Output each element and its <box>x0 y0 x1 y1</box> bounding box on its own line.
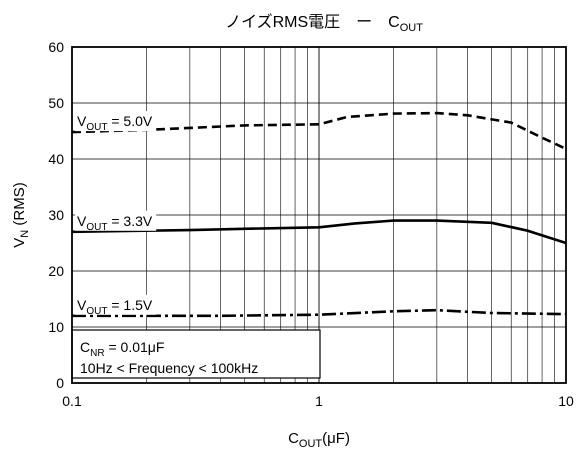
y-tick-label: 20 <box>48 263 64 279</box>
series-label-2: VOUT = 3.3V <box>75 210 157 233</box>
annotation-box <box>71 329 321 379</box>
y-tick-label: 10 <box>48 319 64 335</box>
series-label-bg <box>75 294 157 315</box>
series-label-text: VOUT = 3.3V <box>77 213 153 233</box>
x-tick-label: 0.1 <box>62 393 82 409</box>
x-tick-label: 10 <box>558 393 574 409</box>
series-label-text: VOUT = 5.0V <box>77 113 153 133</box>
series-label-text: VOUT = 1.5V <box>77 297 153 317</box>
series-line-3 <box>72 308 567 318</box>
series-label-3: VOUT = 1.5V <box>75 294 157 317</box>
chart-title: ノイズRMS電圧 ー COUT <box>225 13 423 34</box>
x-axis-label: COUT(μF) <box>288 430 350 450</box>
annotation-cnr: CNR = 0.01μF <box>80 339 164 359</box>
series-line-1 <box>71 111 567 151</box>
y-tick-label: 0 <box>56 375 64 391</box>
y-tick-label: 60 <box>48 39 64 55</box>
plot-frame <box>71 46 567 384</box>
series-label-bg <box>75 210 157 231</box>
y-tick-label: 40 <box>48 151 64 167</box>
y-tick-label: 50 <box>48 95 64 111</box>
series-line-2 <box>71 219 567 245</box>
y-tick-label: 30 <box>48 207 64 223</box>
labels-layer: 0 10 20 30 40 50 60 0.1 1 10 VOUT = 5.0V VOUT = 3.3… <box>48 39 574 409</box>
series-layer <box>71 111 567 318</box>
series-label-bg <box>75 111 157 132</box>
series-label-1: VOUT = 5.0V <box>75 111 157 133</box>
y-axis-label: VN (RMS) <box>11 182 31 247</box>
x-tick-label: 1 <box>315 393 323 409</box>
annotation-frequency: 10Hz < Frequency < 100kHz <box>80 360 258 376</box>
